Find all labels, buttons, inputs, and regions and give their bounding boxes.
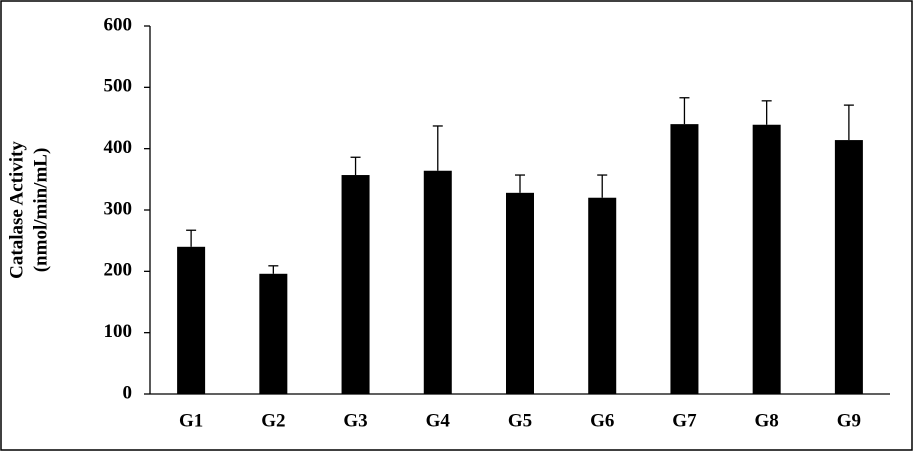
x-tick-label: G1: [179, 410, 203, 431]
x-tick-label: G3: [343, 410, 367, 431]
y-tick-label: 500: [104, 76, 133, 97]
bar: [506, 192, 534, 394]
x-tick-label: G2: [261, 410, 285, 431]
y-tick-label: 0: [123, 382, 133, 403]
x-tick-label: G4: [426, 410, 451, 431]
bar: [588, 197, 617, 394]
bar: [752, 124, 781, 394]
y-axis-label: Catalase Activity: [6, 141, 27, 279]
bar: [259, 273, 288, 394]
y-axis-label: (nmol/min/mL): [30, 148, 51, 273]
y-tick-label: 600: [104, 14, 133, 35]
bar: [177, 246, 206, 394]
bar: [834, 140, 863, 394]
bar: [670, 124, 699, 394]
y-tick-label: 400: [104, 137, 133, 158]
y-tick-label: 100: [104, 321, 133, 342]
x-tick-label: G7: [672, 410, 697, 431]
y-tick-label: 200: [104, 260, 133, 281]
y-tick-label: 300: [104, 198, 133, 219]
x-tick-label: G5: [508, 410, 532, 431]
x-tick-label: G8: [755, 410, 779, 431]
x-tick-label: G6: [590, 410, 614, 431]
bar: [341, 175, 370, 394]
bar: [423, 170, 452, 394]
x-tick-label: G9: [837, 410, 861, 431]
